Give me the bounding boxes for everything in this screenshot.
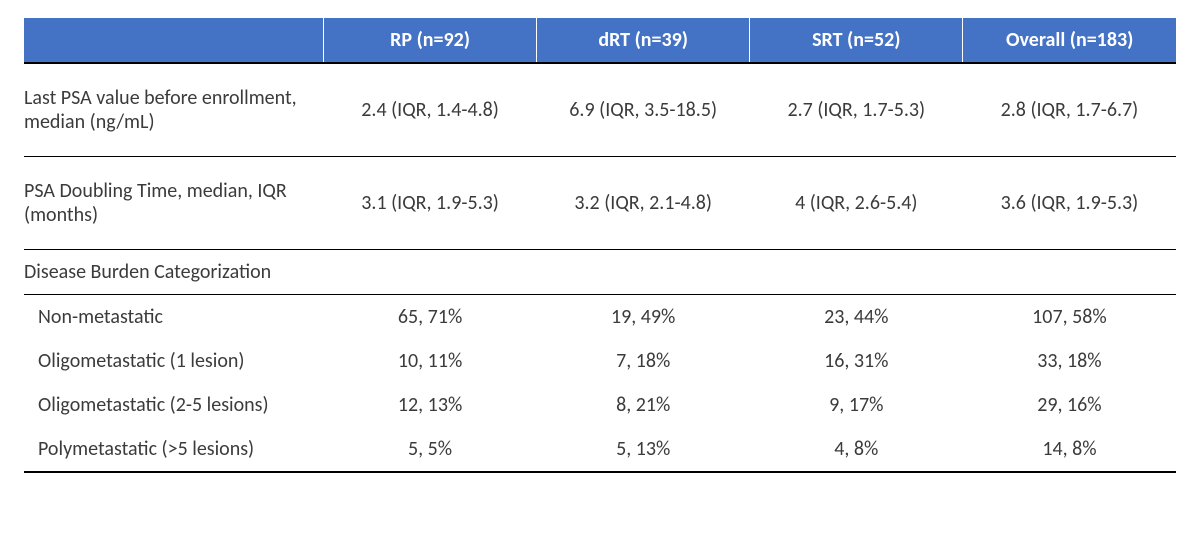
burden-nonmet-srt: 23, 44%: [750, 295, 963, 340]
psa-value-rp: 2.4 (IQR, 1.4-4.8): [324, 63, 537, 157]
row-psa-doubling: PSA Doubling Time, median, IQR (months) …: [24, 157, 1176, 250]
burden-poly-drt: 5, 13%: [537, 427, 750, 472]
burden-oligo1-rp: 10, 11%: [324, 339, 537, 383]
burden-nonmet-drt: 19, 49%: [537, 295, 750, 340]
burden-oligo25-srt: 9, 17%: [750, 383, 963, 427]
header-row: RP (n=92) dRT (n=39) SRT (n=52) Overall …: [24, 18, 1176, 62]
row-burden-nonmet: Non-metastatic 65, 71% 19, 49% 23, 44% 1…: [24, 295, 1176, 340]
row-burden-poly: Polymetastatic (>5 lesions) 5, 5% 5, 13%…: [24, 427, 1176, 472]
burden-nonmet-overall: 107, 58%: [963, 295, 1176, 340]
psa-doubling-drt: 3.2 (IQR, 2.1-4.8): [537, 157, 750, 250]
burden-nonmet-rp: 65, 71%: [324, 295, 537, 340]
psa-doubling-label: PSA Doubling Time, median, IQR (months): [24, 157, 324, 250]
burden-oligo25-rp: 12, 13%: [324, 383, 537, 427]
psa-value-overall: 2.8 (IQR, 1.7-6.7): [963, 63, 1176, 157]
burden-oligo1-srt: 16, 31%: [750, 339, 963, 383]
psa-value-drt: 6.9 (IQR, 3.5-18.5): [537, 63, 750, 157]
col-header-blank: [24, 18, 324, 62]
row-burden-header: Disease Burden Categorization: [24, 250, 1176, 295]
psa-value-label: Last PSA value before enrollment, median…: [24, 63, 324, 157]
psa-doubling-overall: 3.6 (IQR, 1.9-5.3): [963, 157, 1176, 250]
clinical-table: RP (n=92) dRT (n=39) SRT (n=52) Overall …: [24, 18, 1176, 473]
psa-doubling-srt: 4 (IQR, 2.6-5.4): [750, 157, 963, 250]
row-psa-value: Last PSA value before enrollment, median…: [24, 63, 1176, 157]
burden-oligo1-overall: 33, 18%: [963, 339, 1176, 383]
row-burden-oligo1: Oligometastatic (1 lesion) 10, 11% 7, 18…: [24, 339, 1176, 383]
row-burden-oligo25: Oligometastatic (2-5 lesions) 12, 13% 8,…: [24, 383, 1176, 427]
burden-poly-overall: 14, 8%: [963, 427, 1176, 472]
psa-doubling-rp: 3.1 (IQR, 1.9-5.3): [324, 157, 537, 250]
burden-nonmet-label: Non-metastatic: [24, 295, 324, 340]
col-header-drt: dRT (n=39): [537, 18, 750, 62]
burden-poly-srt: 4, 8%: [750, 427, 963, 472]
col-header-overall: Overall (n=183): [963, 18, 1176, 62]
burden-oligo25-drt: 8, 21%: [537, 383, 750, 427]
burden-oligo25-overall: 29, 16%: [963, 383, 1176, 427]
burden-header-label: Disease Burden Categorization: [24, 250, 324, 295]
psa-value-srt: 2.7 (IQR, 1.7-5.3): [750, 63, 963, 157]
burden-oligo1-label: Oligometastatic (1 lesion): [24, 339, 324, 383]
burden-oligo25-label: Oligometastatic (2-5 lesions): [24, 383, 324, 427]
col-header-rp: RP (n=92): [324, 18, 537, 62]
burden-oligo1-drt: 7, 18%: [537, 339, 750, 383]
burden-poly-label: Polymetastatic (>5 lesions): [24, 427, 324, 472]
col-header-srt: SRT (n=52): [750, 18, 963, 62]
burden-poly-rp: 5, 5%: [324, 427, 537, 472]
